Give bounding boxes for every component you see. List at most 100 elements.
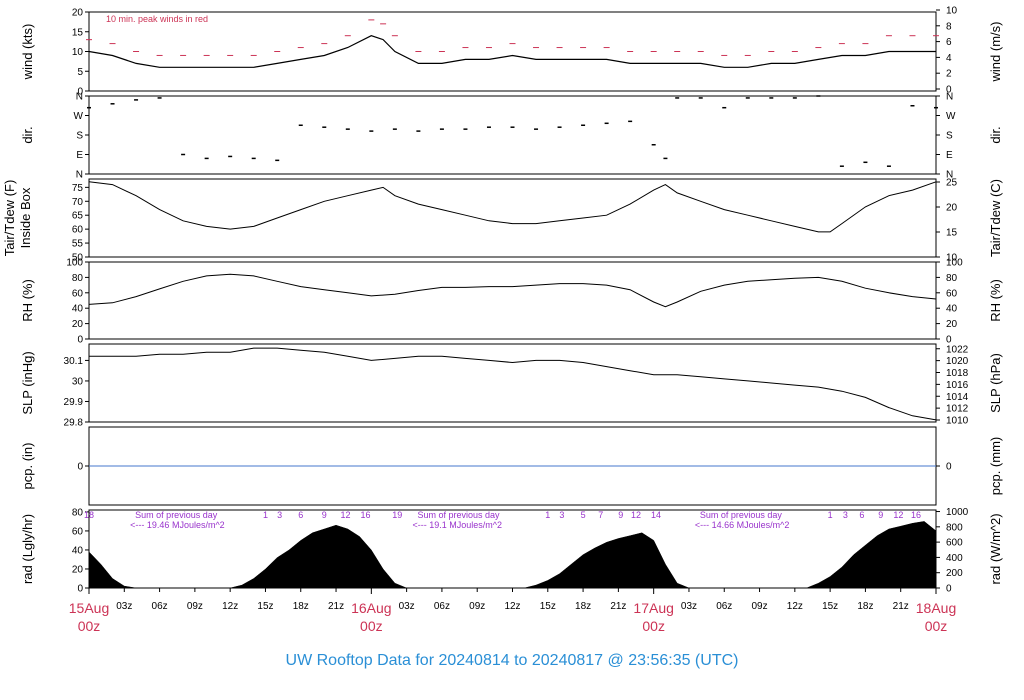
ytick-label: 0 <box>77 584 83 595</box>
wind-panel: 0 5 10 15 20 0 2 4 6 8 10 wind (kts) wind (m/s) 10 mi… <box>20 6 1003 98</box>
slp-panel: 29.8 29.9 30 30.1 10101012101410161018102010… <box>20 343 1003 429</box>
ytick-label: 40 <box>72 304 84 315</box>
ytick-right-label: 1018 <box>946 368 969 379</box>
ytick-label: 40 <box>72 545 84 556</box>
sun-hour-marker: 18 <box>84 510 94 520</box>
ytick-right-label: 15 <box>946 228 958 239</box>
sun-hour-marker: 7 <box>598 510 603 520</box>
daily-sum-value: <--- 14.66 MJoules/m^2 <box>695 520 790 530</box>
sun-hour-marker: 9 <box>322 510 327 520</box>
ytick-right-label: 200 <box>946 568 963 579</box>
ytick-label: 15 <box>72 27 84 38</box>
rh-line <box>88 273 937 308</box>
hour-tick-label: 21z <box>328 601 344 612</box>
sun-hour-marker: 16 <box>911 510 921 520</box>
ytick-label: 60 <box>72 288 84 299</box>
ytick-right-label: 25 <box>946 178 958 189</box>
ytick-right-label: 20 <box>946 319 958 330</box>
ytick-right-label: 4 <box>946 53 952 64</box>
day-hour-label: 00z <box>925 618 948 634</box>
ytick-right-label: 8 <box>946 21 952 32</box>
hour-tick-label: 09z <box>187 601 203 612</box>
ytick-label: 100 <box>66 258 83 269</box>
day-label: 16Aug <box>351 600 391 616</box>
ytick-right-label: 80 <box>946 273 958 284</box>
wind-speed-line <box>88 35 936 68</box>
daily-sum-value: <--- 19.46 MJoules/m^2 <box>130 520 225 530</box>
ytick-label: 75 <box>72 183 84 194</box>
ylabel: rad (Lgly/hr) <box>20 514 35 584</box>
ylabel-right: rad (W/m^2) <box>988 513 1003 584</box>
hour-tick-label: 15z <box>540 601 556 612</box>
sun-hour-marker: 12 <box>340 510 350 520</box>
ylabel-right: RH (%) <box>988 279 1003 322</box>
sun-hour-marker: 6 <box>859 510 864 520</box>
daily-sum-title: Sum of previous day <box>418 510 501 520</box>
ylabel-right: SLP (hPa) <box>988 353 1003 413</box>
rh-frame <box>88 261 937 340</box>
sun-hour-marker: 1 <box>545 510 550 520</box>
ytick-label: N <box>76 92 83 103</box>
radiation-area <box>88 521 937 589</box>
sun-hour-marker: 14 <box>651 510 661 520</box>
hour-tick-label: 03z <box>116 601 132 612</box>
ytick-label: 60 <box>72 225 84 236</box>
ytick-right-label: E <box>946 150 953 161</box>
ytick-label: 10 <box>72 47 84 58</box>
sun-hour-marker: 3 <box>277 510 282 520</box>
ytick-right-label: 1000 <box>946 507 969 518</box>
sun-hour-marker: 9 <box>878 510 883 520</box>
sun-hour-marker: 1 <box>263 510 268 520</box>
hour-tick-label: 18z <box>293 601 309 612</box>
ytick-right-label: 6 <box>946 37 952 48</box>
day-label: 17Aug <box>633 600 673 616</box>
hour-tick-label: 06z <box>434 601 450 612</box>
hour-tick-label: 15z <box>822 601 838 612</box>
ylabel-right: pcp. (mm) <box>988 437 1003 496</box>
rh-panel: 0 20 40 60 80 100 0 20 40 60 80 100 RH (%) RH (%) <box>20 258 1003 346</box>
sun-hour-marker: 19 <box>392 510 402 520</box>
ytick-label: 0 <box>77 335 83 346</box>
ylabel: Tair/Tdew (F) <box>2 180 17 257</box>
ytick-label: 30.1 <box>64 356 84 367</box>
sun-hour-marker: 3 <box>559 510 564 520</box>
ytick-right-label: 0 <box>946 335 952 346</box>
ytick-label: 55 <box>72 239 84 250</box>
hour-tick-label: 18z <box>575 601 591 612</box>
ytick-right-label: 0 <box>946 85 952 96</box>
ytick-right-label: 800 <box>946 522 963 533</box>
ytick-label: 20 <box>72 8 84 19</box>
time-axis: 03z 06z 09z 12z 15z 18z 21z 03z 06z 09z 12z 15z 18z 2… <box>69 588 956 634</box>
ylabel: wind (kts) <box>20 24 35 81</box>
sun-hour-marker: 12 <box>893 510 903 520</box>
footer-title: UW Rooftop Data for 20240814 to 20240817… <box>286 652 739 669</box>
ytick-right-label: 1016 <box>946 380 969 391</box>
ylabel: dir. <box>20 126 35 143</box>
ytick-right-label: 2 <box>946 69 952 80</box>
ytick-right-label: N <box>946 170 953 181</box>
day-hour-label: 00z <box>360 618 383 634</box>
ytick-right-label: 600 <box>946 538 963 549</box>
sun-hour-marker: 5 <box>581 510 586 520</box>
ytick-right-label: 1022 <box>946 344 969 355</box>
hour-tick-label: 21z <box>610 601 626 612</box>
ytick-right-label: 1014 <box>946 392 969 403</box>
daily-sum-title: Sum of previous day <box>135 510 218 520</box>
ytick-right-label: 10 <box>946 253 958 264</box>
ytick-label: 50 <box>72 253 84 264</box>
ytick-right-label: 0 <box>946 584 952 595</box>
sun-hour-marker: 16 <box>360 510 370 520</box>
ytick-right-label: 1020 <box>946 356 969 367</box>
hour-tick-label: 03z <box>681 601 697 612</box>
ytick-label: 60 <box>72 526 84 537</box>
hour-tick-label: 06z <box>152 601 168 612</box>
ytick-right-label: 20 <box>946 203 958 214</box>
ylabel: RH (%) <box>20 279 35 322</box>
temp-frame <box>88 178 937 258</box>
pcp-panel: 0 0 pcp. (in) pcp. (mm) <box>20 426 1003 506</box>
sun-hour-marker: 9 <box>618 510 623 520</box>
sun-hour-marker: 6 <box>298 510 303 520</box>
